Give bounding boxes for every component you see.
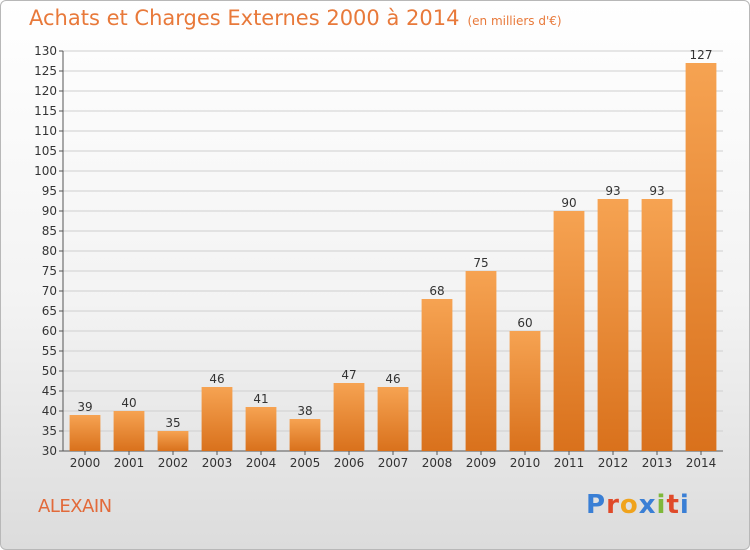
- bar-value-label: 35: [165, 416, 180, 430]
- bar-value-label: 47: [341, 368, 356, 382]
- bar-2002: [157, 431, 189, 451]
- bar-2004: [245, 407, 277, 451]
- x-tick-label: 2012: [598, 456, 629, 470]
- chart-title-block: Achats et Charges Externes 2000 à 2014 (e…: [29, 6, 562, 30]
- logo-letter: i: [656, 490, 667, 520]
- bar-2008: [421, 299, 453, 451]
- y-tick-label: 110: [34, 124, 57, 138]
- bar-value-label: 68: [429, 284, 444, 298]
- bar-value-label: 39: [77, 400, 92, 414]
- y-tick-label: 115: [34, 104, 57, 118]
- bar-2005: [289, 419, 321, 451]
- x-tick-label: 2011: [554, 456, 585, 470]
- y-tick-label: 30: [42, 444, 57, 458]
- y-tick-label: 85: [42, 224, 57, 238]
- x-tick-label: 2000: [70, 456, 101, 470]
- data-labels: 39 40 35 46 41 38 47 46 68 75 60 90 93 93 127: [77, 48, 712, 430]
- y-tick-label: 60: [42, 324, 57, 338]
- chart-title: Achats et Charges Externes 2000 à 2014: [29, 6, 460, 30]
- bar-value-label: 93: [605, 184, 620, 198]
- y-tick-label: 100: [34, 164, 57, 178]
- logo-letter: t: [666, 490, 680, 520]
- bar-2006: [333, 383, 365, 451]
- x-tick-label: 2004: [246, 456, 277, 470]
- bar-2001: [113, 411, 145, 451]
- bar-value-label: 46: [385, 372, 400, 386]
- x-tick-label: 2009: [466, 456, 497, 470]
- y-tick-label: 95: [42, 184, 57, 198]
- logo-letter: x: [638, 490, 657, 520]
- y-tick-label: 40: [42, 404, 57, 418]
- bar-2000: [69, 415, 101, 451]
- bar-2010: [509, 331, 541, 451]
- bar-value-label: 93: [649, 184, 664, 198]
- bar-value-label: 127: [690, 48, 713, 62]
- bar-value-label: 60: [517, 316, 532, 330]
- y-tick-label: 90: [42, 204, 57, 218]
- y-tick-label: 55: [42, 344, 57, 358]
- bar-2013: [641, 199, 673, 451]
- bar-2003: [201, 387, 233, 451]
- x-tick-label: 2005: [290, 456, 321, 470]
- y-tick-label: 45: [42, 384, 57, 398]
- bar-value-label: 40: [121, 396, 136, 410]
- x-tick-label: 2010: [510, 456, 541, 470]
- commune-name: ALEXAIN: [38, 496, 112, 517]
- bar-value-label: 75: [473, 256, 488, 270]
- bar-value-label: 38: [297, 404, 312, 418]
- bar-value-label: 46: [209, 372, 224, 386]
- y-tick-label: 80: [42, 244, 57, 258]
- bar-2007: [377, 387, 409, 451]
- x-tick-label: 2013: [642, 456, 673, 470]
- logo-letter: o: [619, 490, 639, 520]
- bar-2009: [465, 271, 497, 451]
- y-tick-label: 70: [42, 284, 57, 298]
- x-tick-label: 2002: [158, 456, 189, 470]
- x-tick-label: 2003: [202, 456, 233, 470]
- y-tick-label: 120: [34, 84, 57, 98]
- x-tick-label: 2008: [422, 456, 453, 470]
- y-tick-label: 35: [42, 424, 57, 438]
- y-tick-label: 75: [42, 264, 57, 278]
- bar-2012: [597, 199, 629, 451]
- bar-2014: [685, 63, 717, 451]
- logo-letter: P: [586, 490, 607, 520]
- y-tick-label: 50: [42, 364, 57, 378]
- y-tick-label: 125: [34, 64, 57, 78]
- logo-letter: r: [606, 490, 620, 520]
- chart-subtitle: (en milliers d'€): [467, 14, 562, 28]
- y-tick-label: 65: [42, 304, 57, 318]
- x-tick-label: 2007: [378, 456, 409, 470]
- proxiti-logo: Proxiti: [586, 490, 690, 520]
- bar-value-label: 90: [561, 196, 576, 210]
- logo-letter: i: [679, 490, 690, 520]
- bars: [69, 63, 717, 451]
- y-tick-label: 105: [34, 144, 57, 158]
- y-tick-label: 130: [34, 44, 57, 58]
- bar-2011: [553, 211, 585, 451]
- x-tick-label: 2014: [686, 456, 717, 470]
- x-tick-label: 2001: [114, 456, 145, 470]
- x-tick-label: 2006: [334, 456, 365, 470]
- bar-value-label: 41: [253, 392, 268, 406]
